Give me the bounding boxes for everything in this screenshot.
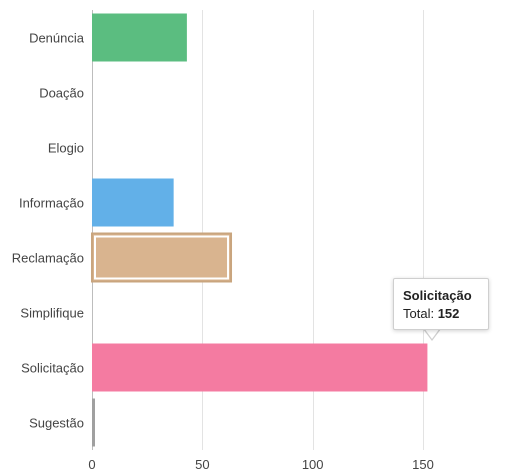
- x-tick-label: 150: [412, 457, 434, 472]
- bars: [91, 13, 428, 447]
- category-label: Simplifique: [20, 306, 84, 321]
- tooltip-arrow-inner: [424, 328, 440, 339]
- bar-informacao[interactable]: [92, 178, 174, 227]
- tooltip: Solicitação Total: 152: [393, 278, 489, 330]
- tooltip-value: 152: [437, 306, 460, 321]
- category-labels: Denúncia Doação Elogio Informação Reclamação…: [12, 31, 85, 431]
- tooltip-label: Total:: [403, 306, 435, 321]
- category-label: Sugestão: [29, 416, 84, 431]
- bar-reclamacao[interactable]: [91, 232, 233, 283]
- bar-solicitacao[interactable]: [92, 343, 428, 392]
- x-tick-label: 50: [195, 457, 209, 472]
- tooltip-title: Solicitação: [403, 288, 472, 303]
- category-label: Denúncia: [29, 31, 85, 46]
- category-label: Elogio: [48, 141, 84, 156]
- bar-sugestao[interactable]: [92, 398, 95, 447]
- bar-denuncia[interactable]: [92, 13, 187, 62]
- category-label: Solicitação: [21, 361, 84, 376]
- x-tick-label: 100: [302, 457, 324, 472]
- x-tick-labels: 0 50 100 150: [88, 457, 433, 472]
- bar-highlight-outline: [94, 235, 230, 280]
- category-label: Informação: [19, 196, 84, 211]
- category-label: Doação: [39, 86, 84, 101]
- category-label: Reclamação: [12, 251, 84, 266]
- x-tick-label: 0: [88, 457, 95, 472]
